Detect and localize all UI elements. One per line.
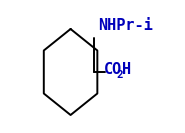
- Text: H: H: [122, 63, 131, 78]
- Text: 2: 2: [117, 70, 124, 80]
- Text: CO: CO: [104, 63, 122, 78]
- Text: NHPr-i: NHPr-i: [98, 18, 153, 33]
